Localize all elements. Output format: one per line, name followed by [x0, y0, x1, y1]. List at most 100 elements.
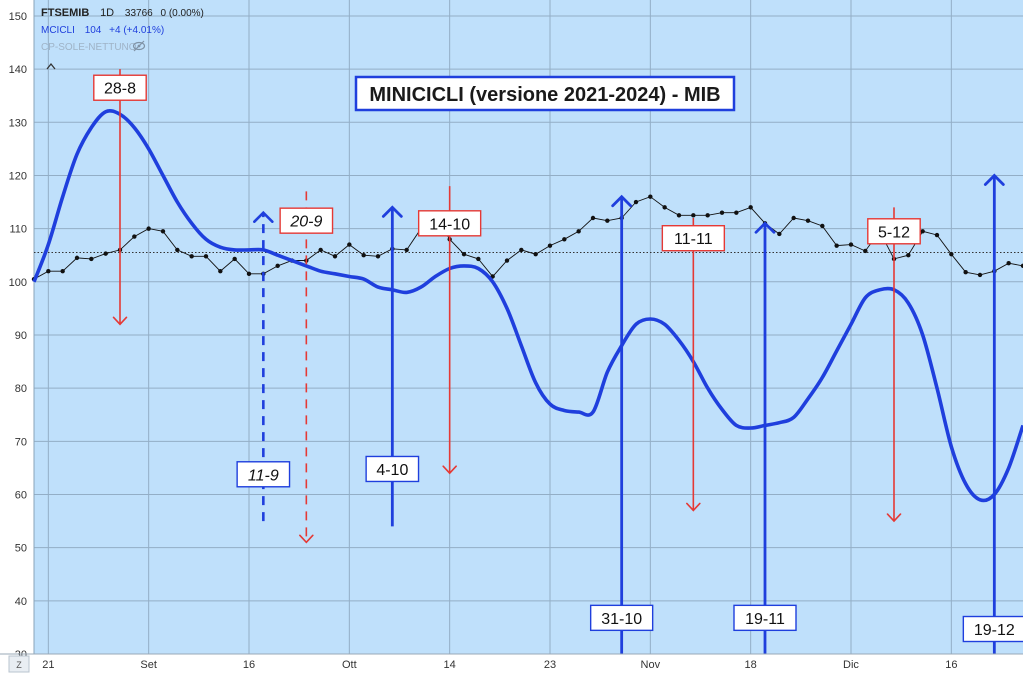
- price-point: [719, 210, 725, 215]
- x-axis-background: [0, 654, 1023, 677]
- legend-symbol[interactable]: FTSEMIB: [41, 7, 89, 19]
- legend-line-1: FTSEMIB 1D 33766 0 (0.00%): [41, 7, 204, 19]
- price-point: [977, 272, 983, 278]
- marker-label: 11-9: [248, 467, 279, 484]
- marker-arrow-head: [754, 221, 776, 234]
- price-line: [33, 196, 1023, 280]
- marker-label-box: [733, 604, 797, 632]
- price-point: [132, 234, 137, 239]
- price-point: [146, 226, 151, 231]
- marker-label-box: [365, 455, 420, 483]
- marker-label: 31-10: [601, 611, 642, 628]
- x-tick-label: 21: [42, 659, 54, 671]
- marker-label-box: [93, 74, 147, 101]
- price-point: [1006, 260, 1011, 266]
- price-point: [218, 268, 223, 274]
- marker-label: 4-10: [376, 462, 408, 479]
- x-tick-label: 14: [444, 659, 456, 671]
- marker-label: 28-8: [104, 81, 136, 98]
- marker-arrow-head: [299, 534, 314, 544]
- price-point: [648, 194, 653, 199]
- price-point: [562, 237, 567, 242]
- y-tick-label: 100: [9, 277, 27, 289]
- y-tick-label: 130: [9, 117, 27, 129]
- corner-label: Z: [16, 660, 22, 670]
- timezone-corner[interactable]: Z: [8, 655, 30, 673]
- chart-title: MINICICLI (versione 2021-2024) - MIB: [369, 84, 720, 106]
- price-point: [375, 254, 381, 259]
- legend-close: 33766: [125, 8, 153, 19]
- legend-change: 0 (0.00%): [161, 8, 204, 19]
- marker-arrow-head: [886, 513, 902, 523]
- marker-label-box: [279, 207, 334, 234]
- marker-label-box: [417, 210, 482, 237]
- x-tick-label: 16: [243, 659, 255, 671]
- price-point: [748, 205, 753, 210]
- price-point: [777, 231, 782, 237]
- price-series: [31, 194, 1023, 282]
- price-point: [318, 247, 323, 253]
- chevron-up-icon[interactable]: [46, 62, 56, 70]
- legend-extra[interactable]: CP-SOLE-NETTUNO: [41, 42, 137, 53]
- x-axis: 21 Set 16 Ott 14 23 Nov 18 Dic 16: [0, 653, 1023, 671]
- price-point: [834, 243, 839, 248]
- marker-arrow-head: [112, 316, 128, 326]
- price-point: [232, 256, 237, 262]
- marker-label-box: [661, 225, 726, 252]
- marker-arrow-head: [611, 194, 633, 208]
- price-point: [246, 271, 252, 277]
- marker-label: 14-10: [429, 216, 470, 233]
- price-point: [347, 242, 352, 247]
- price-point: [576, 229, 581, 234]
- marker-11-9: 11-9: [236, 210, 291, 522]
- y-tick-label: 140: [9, 64, 27, 76]
- chart-title-frame: [354, 75, 736, 112]
- legend-indicator-value: 104: [85, 25, 102, 36]
- cycle-series-line: [32, 108, 1023, 503]
- marker-19-11: 19-11: [733, 221, 797, 654]
- y-tick-label: 60: [15, 489, 27, 501]
- marker-20-9: 20-9: [279, 191, 334, 544]
- marker-label-box: [867, 218, 921, 245]
- x-tick-label: 18: [745, 659, 757, 671]
- legend[interactable]: FTSEMIB 1D 33766 0 (0.00%) MCICLI 104 +4…: [41, 7, 204, 70]
- price-point: [590, 215, 596, 221]
- price-point: [848, 242, 854, 247]
- price-point: [404, 247, 409, 253]
- price-point: [103, 251, 108, 256]
- price-point: [820, 223, 825, 229]
- marker-label: 19-11: [745, 611, 785, 628]
- x-tick-label: 23: [544, 659, 556, 671]
- marker-4-10: 4-10: [365, 205, 420, 527]
- y-tick-label: 40: [15, 596, 27, 608]
- marker-31-10: 31-10: [589, 194, 654, 654]
- price-point: [476, 256, 481, 262]
- eye-off-icon[interactable]: [132, 40, 146, 52]
- price-point: [662, 205, 667, 210]
- marker-label: 20-9: [289, 214, 322, 231]
- legend-indicator-name[interactable]: MCICLI: [41, 25, 75, 36]
- legend-interval[interactable]: 1D: [100, 7, 114, 19]
- marker-19-12: 19-12: [962, 173, 1023, 654]
- chart-title-box: MINICICLI (versione 2021-2024) - MIB: [354, 75, 736, 112]
- price-point: [160, 229, 166, 234]
- marker-arrow-head: [983, 173, 1005, 186]
- marker-arrow-head: [381, 205, 403, 218]
- price-point: [332, 254, 338, 259]
- price-point: [920, 229, 925, 234]
- y-tick-label: 50: [15, 543, 27, 555]
- price-point: [46, 268, 51, 274]
- price-point: [676, 213, 682, 218]
- marker-5-12: 5-12: [867, 207, 921, 523]
- price-point: [203, 254, 209, 259]
- marker-arrow-head: [442, 465, 457, 475]
- x-tick-label: 16: [945, 659, 957, 671]
- marker-11-11: 11-11: [661, 218, 726, 512]
- marker-label: 5-12: [878, 224, 910, 241]
- price-point: [934, 232, 940, 238]
- x-tick-label: Nov: [641, 659, 661, 671]
- y-tick-label: 80: [15, 383, 27, 395]
